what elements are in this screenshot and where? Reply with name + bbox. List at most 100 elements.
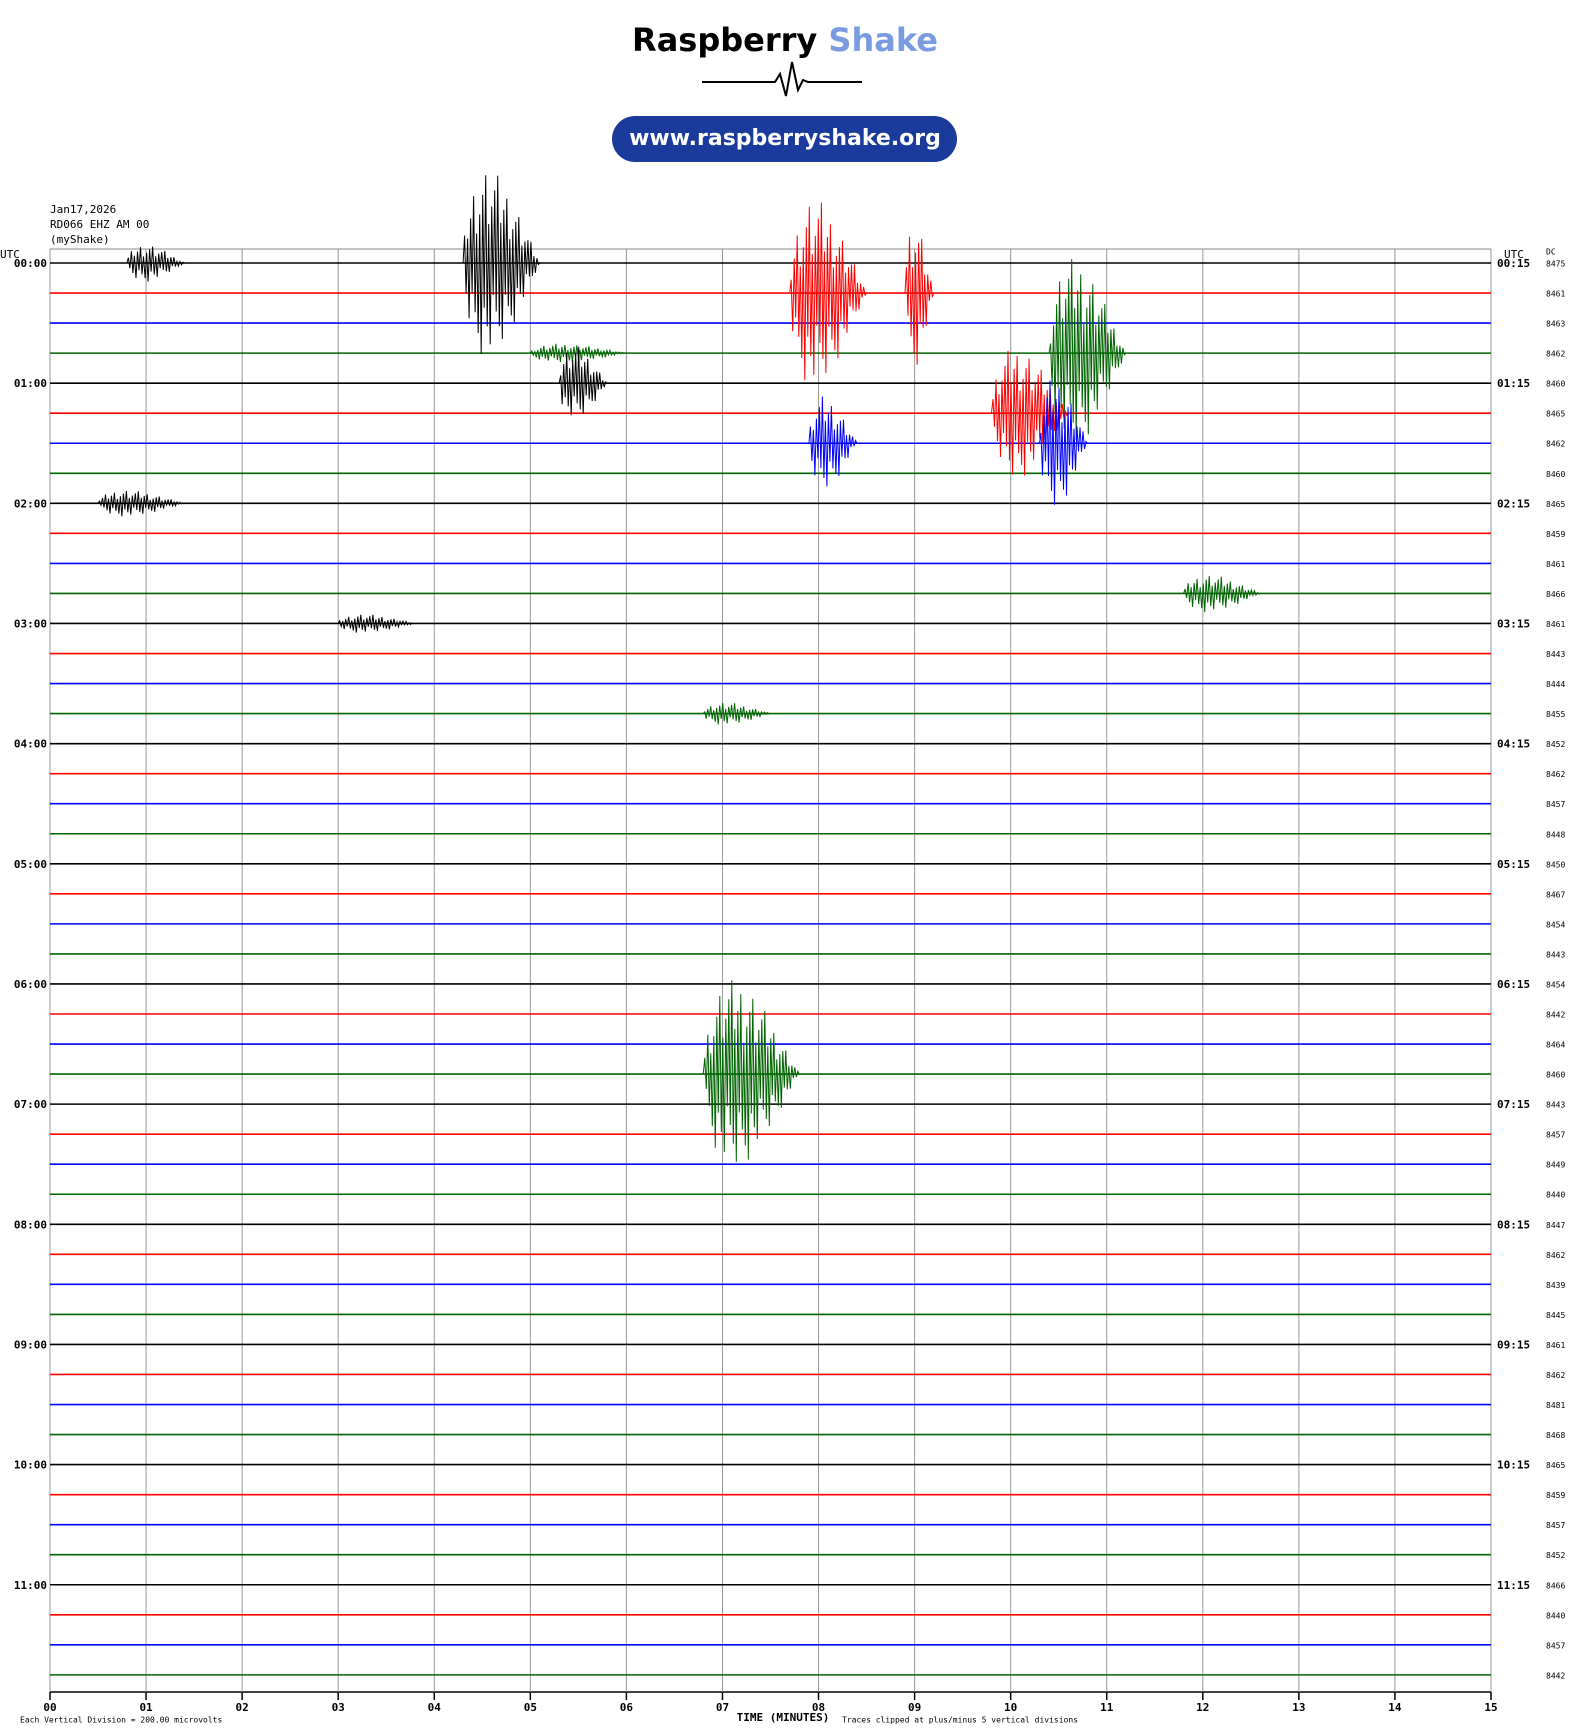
dc-label: 8461 <box>1546 1341 1565 1350</box>
hour-label-right: 06:15 <box>1497 978 1530 991</box>
dc-label: 8467 <box>1546 890 1565 899</box>
url-pill <box>612 116 957 162</box>
dc-label: 8442 <box>1546 1671 1565 1680</box>
hour-label-right: 10:15 <box>1497 1459 1530 1472</box>
dc-label: 8439 <box>1546 1281 1565 1290</box>
info-line: Jan17,2026 <box>50 203 116 216</box>
x-tick-label: 14 <box>1388 1701 1402 1714</box>
x-tick-label: 00 <box>43 1701 56 1714</box>
dc-label: 8454 <box>1546 920 1565 929</box>
hour-label-right: 03:15 <box>1497 617 1530 630</box>
dc-label: 8459 <box>1546 530 1565 539</box>
x-tick-label: 11 <box>1100 1701 1114 1714</box>
dc-label: 8457 <box>1546 800 1565 809</box>
url: www.raspberryshake.org <box>629 126 941 151</box>
x-tick-label: 13 <box>1292 1701 1305 1714</box>
dc-label: 8457 <box>1546 1641 1565 1650</box>
dc-label: 8462 <box>1546 440 1565 449</box>
dc-label: 8462 <box>1546 1371 1565 1380</box>
dc-label: 8459 <box>1546 1491 1565 1500</box>
hour-label-left: 04:00 <box>14 738 47 751</box>
hour-label-right: 02:15 <box>1497 497 1530 510</box>
logo: Raspberry Shake <box>632 21 938 59</box>
x-tick-label: 06 <box>620 1701 634 1714</box>
dc-header: DC <box>1546 248 1556 257</box>
dc-label: 8481 <box>1546 1401 1565 1410</box>
dc-label: 8454 <box>1546 980 1565 989</box>
utc-left: UTC <box>0 248 20 261</box>
x-tick-label: 03 <box>332 1701 345 1714</box>
event <box>904 236 935 365</box>
hour-label-right: 05:15 <box>1497 858 1530 871</box>
hour-label-left: 11:00 <box>14 1579 47 1592</box>
hour-label-left: 06:00 <box>14 978 47 991</box>
dc-label: 8447 <box>1546 1221 1565 1230</box>
hour-label-left: 10:00 <box>14 1459 47 1472</box>
event <box>97 490 185 517</box>
event <box>702 980 800 1162</box>
hour-label-right: 11:15 <box>1497 1579 1530 1592</box>
dc-label: 8450 <box>1546 860 1565 869</box>
dc-label: 8452 <box>1546 740 1565 749</box>
utc-right: UTC <box>1504 248 1524 261</box>
x-tick-label: 05 <box>524 1701 537 1714</box>
dc-label: 8466 <box>1546 1581 1565 1590</box>
dc-label: 8466 <box>1546 590 1565 599</box>
dc-label: 8475 <box>1546 260 1565 269</box>
hour-label-right: 00:15 <box>1497 257 1530 270</box>
hour-label-left: 02:00 <box>14 497 47 510</box>
info-line: (myShake) <box>50 233 110 246</box>
x-tick-label: 09 <box>908 1701 921 1714</box>
x-tick-label: 08 <box>812 1701 825 1714</box>
hour-label-left: 03:00 <box>14 617 47 630</box>
hour-label-left: 00:00 <box>14 257 47 270</box>
event <box>1048 259 1127 441</box>
hour-label-right: 07:15 <box>1497 1098 1530 1111</box>
event <box>1183 575 1261 613</box>
x-tick-label: 01 <box>139 1701 153 1714</box>
clip-note: Traces clipped at plus/minus 5 vertical … <box>842 1716 1078 1725</box>
event <box>337 614 416 633</box>
dc-label: 8440 <box>1546 1611 1565 1620</box>
dc-label: 8464 <box>1546 1041 1565 1050</box>
event <box>558 346 608 416</box>
dc-label: 8465 <box>1546 410 1565 419</box>
x-tick-label: 10 <box>1004 1701 1017 1714</box>
dc-label: 8449 <box>1546 1161 1565 1170</box>
dc-label: 8460 <box>1546 1071 1565 1080</box>
x-tick-label: 15 <box>1484 1701 1497 1714</box>
event <box>126 246 185 282</box>
dc-label: 8452 <box>1546 1551 1565 1560</box>
dc-label: 8460 <box>1546 380 1565 389</box>
hour-label-right: 04:15 <box>1497 738 1530 751</box>
dc-label: 8455 <box>1546 710 1565 719</box>
dc-label: 8468 <box>1546 1431 1565 1440</box>
logo-wave <box>702 61 862 97</box>
x-axis-label: TIME (MINUTES) <box>737 1711 830 1724</box>
x-tick-label: 02 <box>236 1701 249 1714</box>
dc-label: 8440 <box>1546 1191 1565 1200</box>
x-tick-label: 12 <box>1196 1701 1209 1714</box>
event <box>702 703 771 725</box>
hour-label-left: 07:00 <box>14 1098 47 1111</box>
dc-label: 8460 <box>1546 470 1565 479</box>
x-tick-label: 04 <box>428 1701 442 1714</box>
dc-label: 8443 <box>1546 950 1565 959</box>
dc-label: 8443 <box>1546 1101 1565 1110</box>
x-tick-label: 07 <box>716 1701 729 1714</box>
dc-label: 8465 <box>1546 1461 1565 1470</box>
dc-label: 8457 <box>1546 1521 1565 1530</box>
hour-label-left: 09:00 <box>14 1338 47 1351</box>
dc-label: 8462 <box>1546 770 1565 779</box>
dc-label: 8463 <box>1546 320 1565 329</box>
dc-label: 8462 <box>1546 350 1565 359</box>
dc-label: 8465 <box>1546 500 1565 509</box>
logo-right: Shake <box>828 21 938 59</box>
info-line: RD066 EHZ AM 00 <box>50 218 149 231</box>
dc-label: 8444 <box>1546 680 1565 689</box>
dc-label: 8448 <box>1546 830 1565 839</box>
event <box>1038 380 1088 505</box>
hour-label-left: 05:00 <box>14 858 47 871</box>
dc-label: 8442 <box>1546 1011 1565 1020</box>
